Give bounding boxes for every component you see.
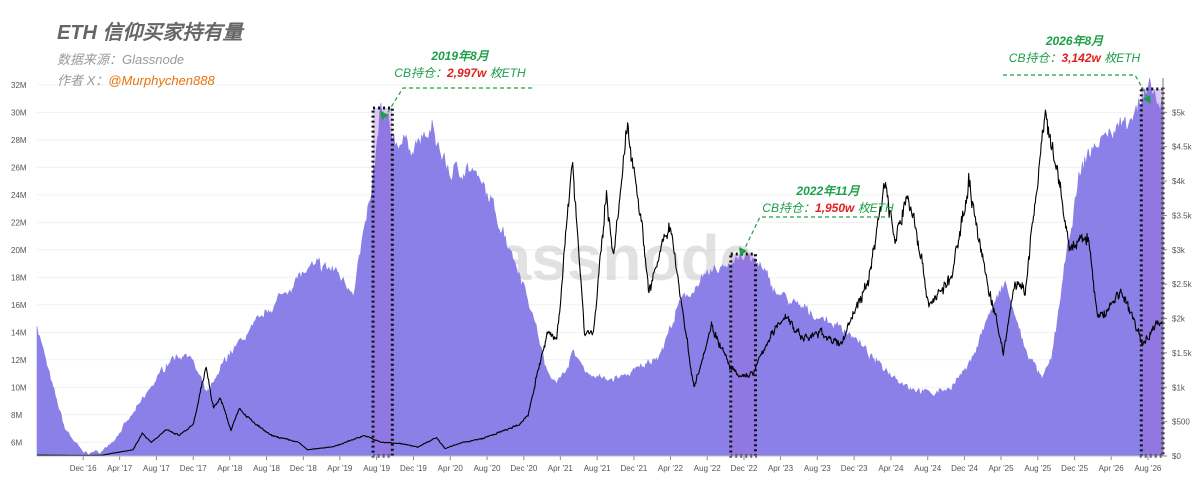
- y-left-tick-label: 18M: [11, 273, 27, 282]
- x-tick-label: Aug '20: [474, 464, 501, 473]
- data-source: 数据来源：Glassnode: [57, 52, 185, 67]
- annotation-unit: 枚ETH: [1104, 51, 1141, 65]
- y-left-tick-label: 14M: [11, 328, 27, 337]
- x-axis: Dec '16 Apr '17 Aug '17 Dec '17 Apr '18 Aug '…: [37, 455, 1163, 473]
- annotation-leaders: [380, 74, 1151, 256]
- x-tick-label: Apr '21: [548, 464, 574, 473]
- y-left-tick-label: 24M: [11, 191, 27, 200]
- annotation-date: 2026年8月: [1045, 34, 1104, 48]
- annotation-2022: 2022年11月 CB持仓：1,950w 枚ETH: [748, 183, 908, 217]
- annotation-2026: 2026年8月 CB持仓：3,142w 枚ETH: [992, 33, 1157, 67]
- price-line-series: [37, 109, 1164, 457]
- x-tick-label: Aug '22: [694, 464, 721, 473]
- grid: [37, 84, 1163, 443]
- x-tick-label: Dec '22: [731, 464, 758, 473]
- holdings-area-series: [36, 77, 1164, 457]
- x-tick-label: Apr '26: [1099, 464, 1125, 473]
- annotation-date: 2022年11月: [796, 184, 860, 198]
- y-right-tick-label: $3.5k: [1172, 211, 1193, 220]
- x-tick-label: Apr '18: [217, 464, 243, 473]
- x-tick-label: Dec '25: [1061, 464, 1088, 473]
- y-left-tick-label: 30M: [11, 108, 27, 117]
- y-left-tick-label: 20M: [11, 246, 27, 255]
- x-tick-label: Aug '21: [584, 464, 611, 473]
- y-left-tick-label: 6M: [11, 438, 22, 447]
- y-left-tick-label: 8M: [11, 411, 22, 420]
- leader-arrow: [739, 247, 747, 256]
- x-tick-label: Apr '17: [107, 464, 133, 473]
- leader-line: [387, 87, 532, 113]
- x-tick-label: Dec '19: [400, 464, 427, 473]
- x-tick-label: Aug '24: [914, 464, 941, 473]
- annotation-value: 2,997w: [446, 66, 487, 80]
- highlight-boxes: [371, 87, 1165, 458]
- annotation-unit: 枚ETH: [489, 66, 526, 80]
- y-right-tick-label: $4k: [1172, 177, 1186, 186]
- x-tick-label: Apr '24: [878, 464, 904, 473]
- y-axis-right: $0 $500 $1k $1.5k $2k $2.5k $3k $3.5k $4k $4.5k $5…: [1162, 78, 1193, 461]
- leader-line: [1003, 74, 1149, 99]
- x-tick-label: Dec '21: [620, 464, 647, 473]
- y-left-tick-label: 10M: [11, 383, 27, 392]
- highlight-fill: [1141, 89, 1163, 456]
- annotation-unit: 枚ETH: [857, 201, 894, 215]
- x-tick-label: Dec '20: [510, 464, 537, 473]
- y-right-tick-label: $2k: [1172, 315, 1186, 324]
- author-handle: @Murphychen888: [108, 73, 215, 88]
- y-axis-left: 6M 8M 10M 12M 14M 16M 18M 20M 22M 24M 26M 28M 30M 32M: [11, 81, 27, 447]
- x-tick-label: Dec '18: [290, 464, 317, 473]
- x-tick-label: Aug '18: [253, 464, 280, 473]
- y-left-tick-label: 16M: [11, 301, 27, 310]
- x-tick-label: Aug '26: [1134, 464, 1161, 473]
- highlight-fill: [730, 254, 756, 456]
- y-right-tick-label: $2.5k: [1172, 280, 1193, 289]
- y-left-tick-label: 12M: [11, 356, 27, 365]
- holdings-area: [36, 77, 1164, 457]
- annotation-value: 1,950w: [814, 201, 855, 215]
- x-tick-label: Aug '25: [1024, 464, 1051, 473]
- y-left-tick-label: 26M: [11, 163, 27, 172]
- annotation-label: CB持仓：: [1008, 51, 1062, 65]
- annotation-2019: 2019年8月 CB持仓：2,997w 枚ETH: [380, 48, 540, 82]
- y-left-tick-label: 32M: [11, 81, 27, 90]
- x-tick-label: Aug '23: [804, 464, 831, 473]
- author-prefix: 作者 X：: [57, 73, 109, 88]
- leader-arrow: [1143, 95, 1151, 104]
- annotation-label: CB持仓：: [762, 201, 815, 215]
- x-tick-label: Dec '16: [70, 464, 97, 473]
- annotation-date: 2019年8月: [431, 49, 489, 63]
- x-tick-label: Dec '24: [951, 464, 978, 473]
- y-left-tick-label: 22M: [11, 218, 27, 227]
- annotation-value: 3,142w: [1061, 51, 1101, 65]
- x-tick-label: Apr '20: [438, 464, 464, 473]
- price-line: [37, 109, 1164, 457]
- y-left-tick-label: 28M: [11, 136, 27, 145]
- leader-line: [743, 216, 885, 251]
- x-tick-label: Apr '22: [658, 464, 684, 473]
- y-right-tick-label: $5k: [1172, 108, 1186, 117]
- chart-title: ETH 信仰买家持有量: [57, 22, 243, 44]
- y-right-tick-label: $1.5k: [1172, 349, 1193, 358]
- y-right-tick-label: $1k: [1172, 383, 1186, 392]
- x-tick-label: Aug '17: [143, 464, 170, 473]
- y-right-tick-label: $3k: [1172, 246, 1186, 255]
- author-credit: 作者 X：@Murphychen888: [57, 70, 215, 89]
- highlight-box: [729, 252, 757, 458]
- x-tick-label: Dec '17: [180, 464, 207, 473]
- leader-arrow: [380, 111, 389, 120]
- x-tick-label: Aug '19: [363, 464, 390, 473]
- y-right-tick-label: $0: [1172, 452, 1181, 461]
- x-tick-label: Apr '23: [768, 464, 794, 473]
- x-tick-label: Dec '23: [841, 464, 868, 473]
- highlight-fill: [373, 108, 393, 456]
- y-right-tick-label: $500: [1172, 418, 1190, 427]
- x-tick-label: Apr '25: [988, 464, 1014, 473]
- x-tick-label: Apr '19: [327, 464, 353, 473]
- y-right-tick-label: $4.5k: [1172, 143, 1193, 152]
- annotation-label: CB持仓：: [394, 66, 447, 80]
